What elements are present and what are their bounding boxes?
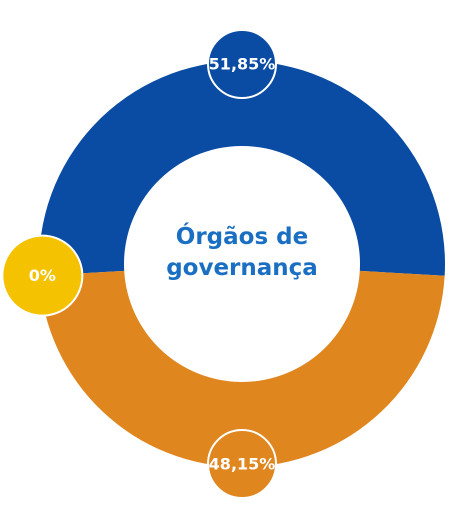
donut-segment [38, 60, 445, 276]
value-label: 48,15% [209, 455, 276, 474]
value-label: 51,85% [209, 55, 276, 74]
donut-segment [39, 270, 445, 467]
value-label: 0% [29, 266, 56, 285]
label-badge [207, 429, 277, 499]
center-title: Órgãos de governança [166, 224, 318, 281]
label-badge [1, 234, 84, 317]
label-badge [207, 29, 277, 99]
